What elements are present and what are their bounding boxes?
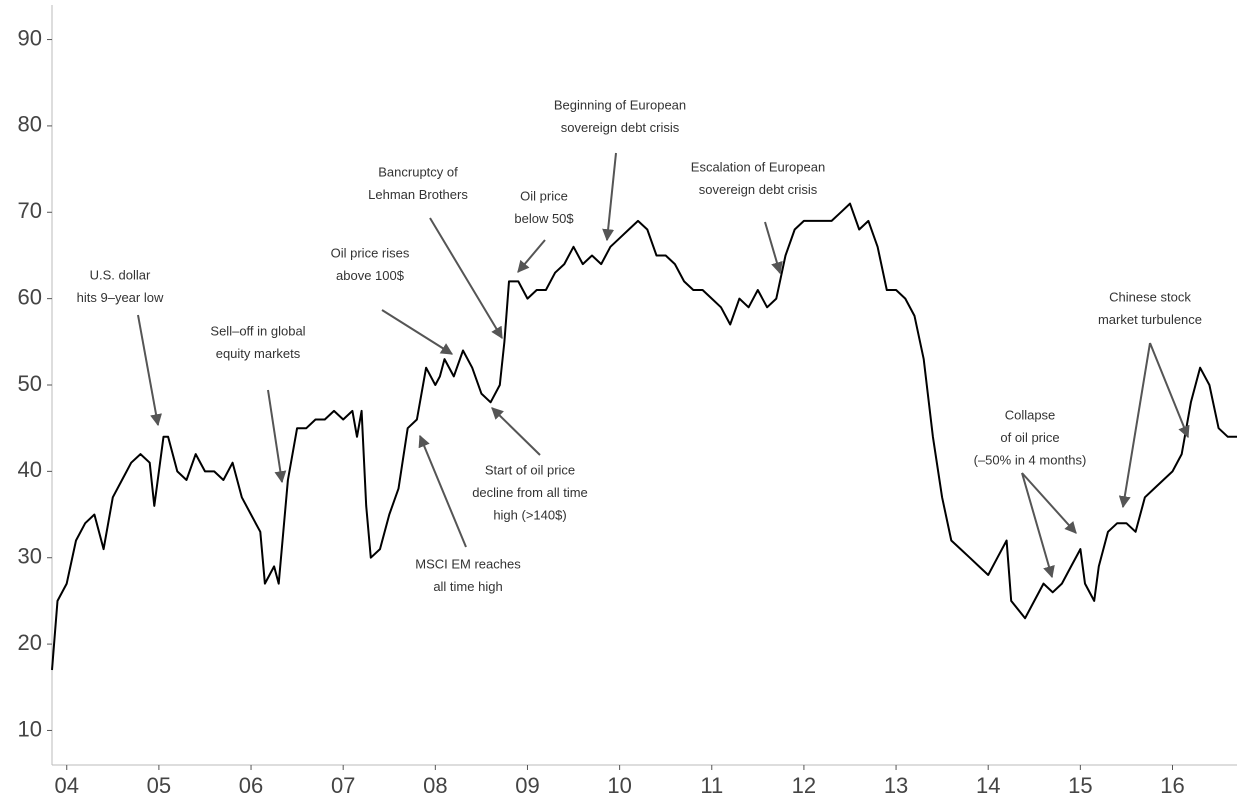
x-tick-label: 12 xyxy=(792,773,816,798)
line xyxy=(51,202,1237,671)
annotation-arrow xyxy=(602,152,617,242)
annotation: Oil price xyxy=(520,188,568,203)
annotation-arrow xyxy=(517,239,546,273)
annotation: above 100$ xyxy=(336,268,405,283)
y-tick-label: 70 xyxy=(18,198,42,223)
x-tick-label: 16 xyxy=(1160,773,1184,798)
annotation: Lehman Brothers xyxy=(368,187,468,202)
annotation: Chinese stock xyxy=(1109,289,1191,304)
x-tick-label: 13 xyxy=(884,773,908,798)
y-tick-label: 20 xyxy=(18,630,42,655)
annotation: market turbulence xyxy=(1098,312,1202,327)
annotation: U.S. dollar xyxy=(90,267,151,282)
y-tick-label: 50 xyxy=(18,371,42,396)
annotation: hits 9–year low xyxy=(77,290,164,305)
annotation: below 50$ xyxy=(514,211,574,226)
annotation-arrow xyxy=(137,314,162,427)
y-tick-label: 40 xyxy=(18,457,42,482)
y-tick-label: 10 xyxy=(18,716,42,741)
annotation: Sell–off in global xyxy=(210,323,305,338)
x-tick-label: 04 xyxy=(55,773,79,798)
annotation-arrow xyxy=(418,434,467,548)
x-tick-label: 11 xyxy=(700,773,723,798)
annotation: decline from all time xyxy=(472,485,588,500)
x-tick-label: 09 xyxy=(515,773,539,798)
annotation: high (>140$) xyxy=(493,507,566,522)
x-tick-label: 14 xyxy=(976,773,1000,798)
annotation-arrow xyxy=(1021,472,1055,579)
annotation: (–50% in 4 months) xyxy=(974,452,1087,467)
y-tick-label: 90 xyxy=(18,25,42,50)
x-tick-label: 10 xyxy=(607,773,631,798)
annotation-arrow xyxy=(1021,472,1077,534)
annotation: Oil price rises xyxy=(331,245,410,260)
annotation-arrow xyxy=(267,389,287,484)
y-tick-label: 30 xyxy=(18,544,42,569)
annotation: equity markets xyxy=(216,346,301,361)
annotation-arrow xyxy=(1149,342,1190,439)
annotation-arrow xyxy=(1118,342,1151,509)
x-tick-label: 06 xyxy=(239,773,263,798)
annotation-arrow xyxy=(491,407,541,456)
annotation: of oil price xyxy=(1000,430,1059,445)
annotation: Bancruptcy of xyxy=(378,164,458,179)
annotation: Collapse xyxy=(1005,407,1056,422)
annotation-arrow xyxy=(764,221,783,275)
x-tick-label: 08 xyxy=(423,773,447,798)
annotation-arrow xyxy=(429,217,503,340)
x-tick-label: 07 xyxy=(331,773,355,798)
annotation: sovereign debt crisis xyxy=(699,182,818,197)
x-tick-label: 05 xyxy=(147,773,171,798)
annotation: Start of oil price xyxy=(485,462,575,477)
annotation: MSCI EM reaches xyxy=(415,556,521,571)
annotation: all time high xyxy=(433,579,502,594)
annotation: Beginning of European xyxy=(554,97,686,112)
y-tick-label: 60 xyxy=(18,284,42,309)
annotation: Escalation of European xyxy=(691,159,825,174)
annotation-arrow xyxy=(381,309,454,355)
y-tick-label: 80 xyxy=(18,112,42,137)
x-tick-label: 15 xyxy=(1068,773,1092,798)
annotation: sovereign debt crisis xyxy=(561,120,680,135)
